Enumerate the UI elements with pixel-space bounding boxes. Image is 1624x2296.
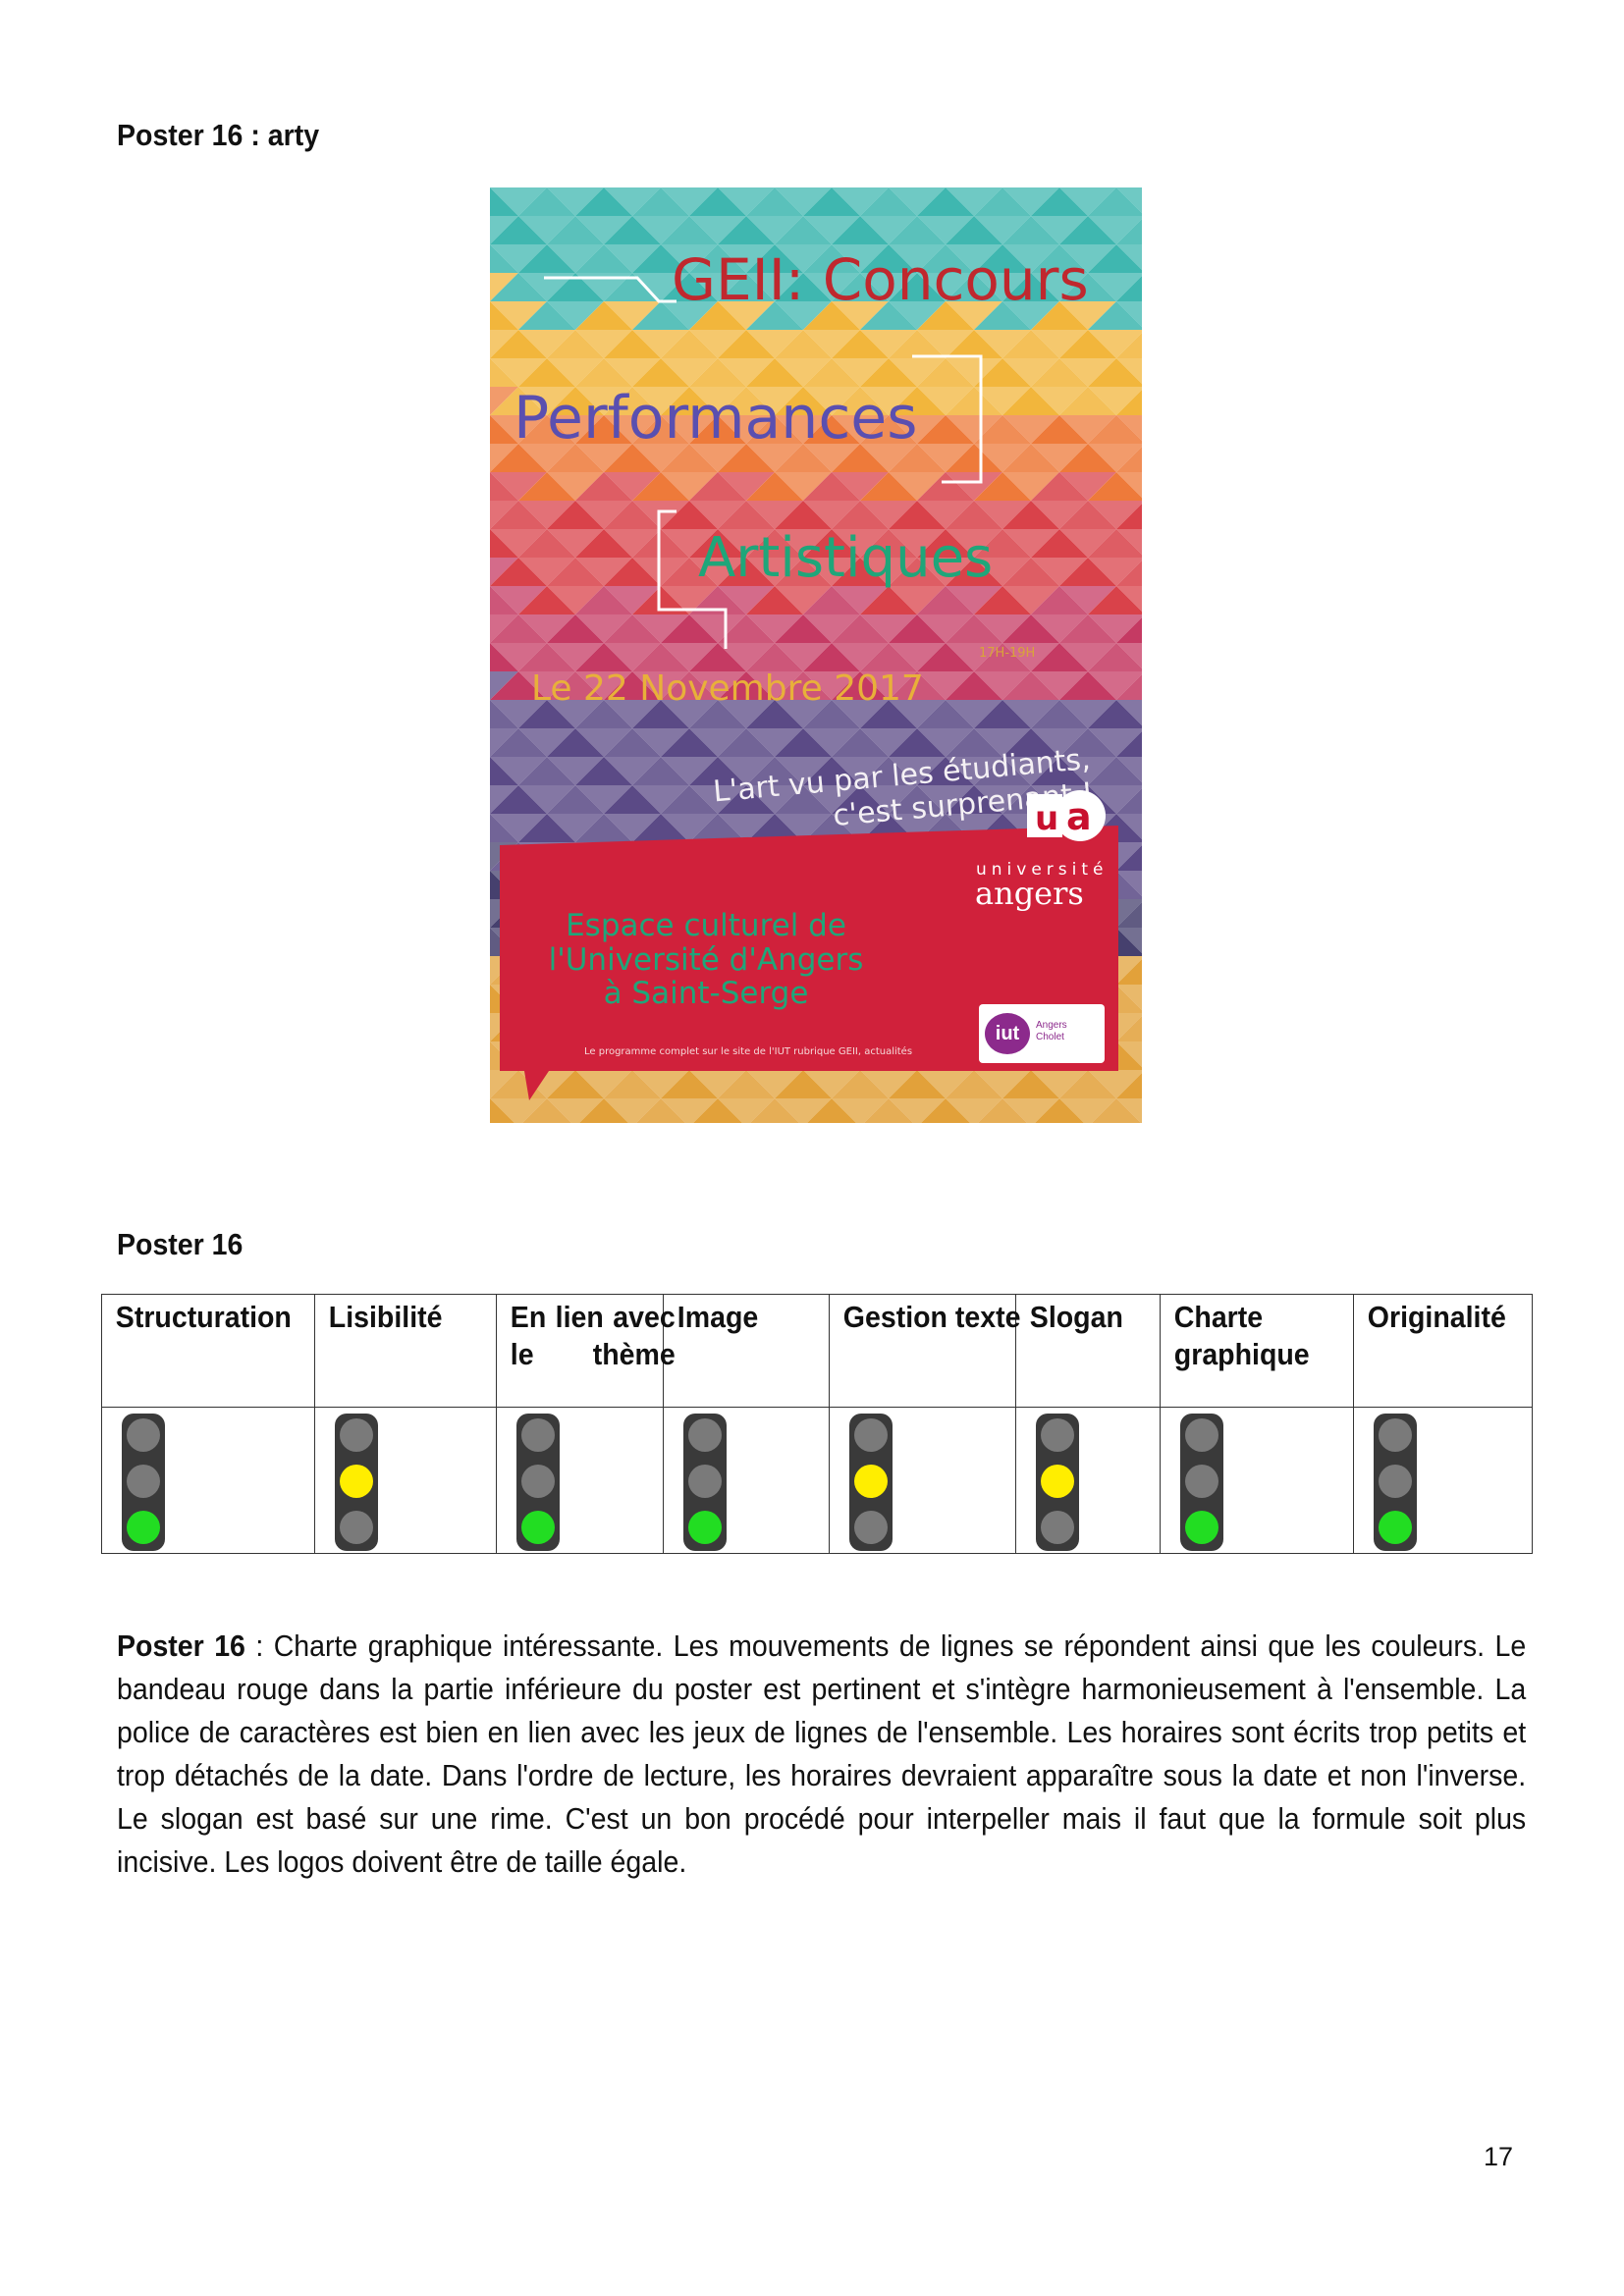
poster-hours: 17H-19H bbox=[979, 646, 1036, 661]
iut-logo: iut Angers Cholet bbox=[979, 1004, 1105, 1063]
traffic-light-icon bbox=[121, 1413, 166, 1552]
commentary-text: : Charte graphique intéressante. Les mou… bbox=[117, 1629, 1527, 1879]
poster-title-line1: GEII: Concours bbox=[672, 246, 1089, 313]
iut-logo-mark: iut bbox=[985, 1013, 1030, 1054]
traffic-light-icon bbox=[848, 1413, 893, 1552]
traffic-light-icon bbox=[682, 1413, 728, 1552]
header-structuration: Structuration bbox=[115, 1300, 292, 1334]
traffic-light-icon bbox=[515, 1413, 561, 1552]
poster-title-line2: Performances bbox=[514, 384, 918, 453]
header-charte-graphique: Charte graphique bbox=[1173, 1300, 1310, 1371]
university-logo-name: angers bbox=[975, 875, 1084, 912]
poster-date: Le 22 Novembre 2017 bbox=[531, 668, 924, 709]
header-cell-image: Image bbox=[663, 1294, 830, 1408]
header-gestion-texte: Gestion texte bbox=[842, 1300, 1021, 1334]
header-cell-slogan: Slogan bbox=[1015, 1294, 1161, 1408]
iut-logo-city2: Cholet bbox=[1036, 1032, 1064, 1042]
traffic-light-icon bbox=[1035, 1413, 1080, 1552]
poster-heading: Poster 16 : arty bbox=[117, 118, 320, 152]
university-logo: u a bbox=[1025, 780, 1108, 849]
traffic-light-icon bbox=[1179, 1413, 1224, 1552]
table-rating-row bbox=[101, 1407, 1533, 1554]
header-cell-originalite: Originalité bbox=[1353, 1294, 1533, 1408]
table-heading: Poster 16 bbox=[117, 1227, 244, 1261]
header-cell-gestion-texte: Gestion texte bbox=[829, 1294, 1020, 1408]
header-lisibilite: Lisibilité bbox=[328, 1300, 443, 1334]
header-originalite: Originalité bbox=[1367, 1300, 1506, 1334]
header-cell-structuration: Structuration bbox=[101, 1294, 315, 1408]
svg-text:u: u bbox=[1035, 799, 1058, 838]
poster-background bbox=[490, 187, 1142, 1123]
header-cell-lisibilite: Lisibilité bbox=[314, 1294, 497, 1408]
header-theme: En lien avec le thème bbox=[510, 1300, 676, 1371]
poster-venue: Espace culturel de l'Université d'Angers… bbox=[548, 908, 864, 1012]
header-cell-charte: Charte graphique bbox=[1160, 1294, 1354, 1408]
page-number: 17 bbox=[1484, 2142, 1514, 2171]
poster-image: GEII: Concours Performances Artistiques … bbox=[490, 187, 1142, 1123]
iut-logo-city1: Angers bbox=[1036, 1020, 1067, 1031]
university-logo-label: université bbox=[976, 860, 1109, 880]
header-image: Image bbox=[677, 1300, 759, 1334]
evaluation-table: Structuration Lisibilité En lien avec le… bbox=[101, 1294, 1533, 1554]
traffic-light-icon bbox=[334, 1413, 379, 1552]
poster-footnote: Le programme complet sur le site de l'IU… bbox=[584, 1046, 913, 1057]
table-header-row: Structuration Lisibilité En lien avec le… bbox=[101, 1294, 1533, 1408]
svg-text:a: a bbox=[1066, 795, 1092, 838]
traffic-light-icon bbox=[1373, 1413, 1418, 1552]
header-cell-theme: En lien avec le thème bbox=[496, 1294, 676, 1408]
header-slogan: Slogan bbox=[1029, 1300, 1123, 1334]
commentary-label: Poster 16 bbox=[117, 1629, 245, 1663]
poster-title-line3: Artistiques bbox=[698, 526, 994, 590]
commentary-paragraph: Poster 16 : Charte graphique intéressant… bbox=[117, 1625, 1526, 1884]
